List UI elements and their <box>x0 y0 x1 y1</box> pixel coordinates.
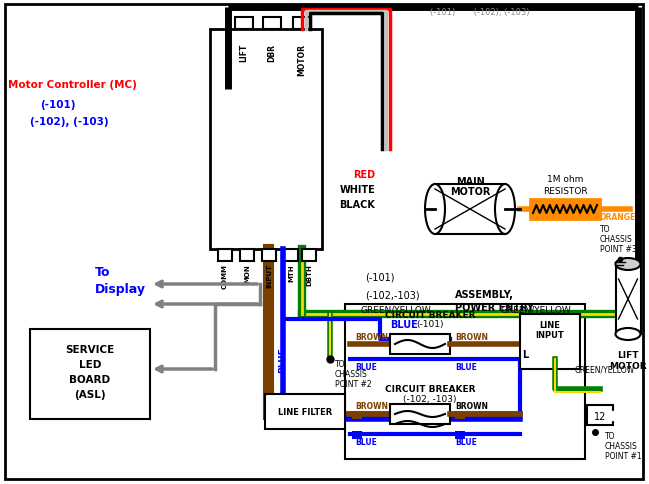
Text: GREEN/YELLOW: GREEN/YELLOW <box>500 305 570 314</box>
Bar <box>210 30 322 249</box>
Text: CIRCUIT BREAKER: CIRCUIT BREAKER <box>385 310 475 319</box>
Bar <box>293 18 311 30</box>
Text: BROWN: BROWN <box>355 402 388 410</box>
Text: LINE: LINE <box>539 320 561 329</box>
Bar <box>30 329 150 419</box>
Text: BOARD: BOARD <box>69 374 110 384</box>
Bar <box>530 199 600 220</box>
Ellipse shape <box>495 184 515 235</box>
Text: MTH: MTH <box>288 263 294 281</box>
Bar <box>390 404 450 424</box>
Text: (-101): (-101) <box>40 100 75 110</box>
Text: (-101)       (-102), (-103): (-101) (-102), (-103) <box>430 7 530 16</box>
Bar <box>455 411 465 419</box>
Bar <box>235 18 253 30</box>
Bar <box>352 431 362 439</box>
Text: LIFT: LIFT <box>617 350 639 359</box>
FancyBboxPatch shape <box>587 405 613 425</box>
Text: MOTOR: MOTOR <box>450 187 490 197</box>
Bar <box>615 264 641 334</box>
Bar <box>262 249 276 261</box>
Text: ORANGE: ORANGE <box>600 213 636 222</box>
Bar <box>435 184 505 235</box>
Text: LED: LED <box>79 359 101 369</box>
Text: RESISTOR: RESISTOR <box>543 187 587 196</box>
Text: LIFT: LIFT <box>239 44 249 62</box>
Text: INPUT: INPUT <box>266 263 272 287</box>
Text: WHITE: WHITE <box>339 184 375 195</box>
Text: TO: TO <box>600 225 611 234</box>
Text: CHASSIS: CHASSIS <box>605 441 638 451</box>
Text: POINT #3: POINT #3 <box>600 245 637 254</box>
FancyArrow shape <box>612 412 624 421</box>
Text: COMM: COMM <box>222 263 228 288</box>
Text: DBTH: DBTH <box>306 263 312 285</box>
Bar <box>352 411 362 419</box>
Bar <box>455 431 465 439</box>
Ellipse shape <box>425 184 445 235</box>
Text: ASSEMBLY,: ASSEMBLY, <box>455 289 514 300</box>
Ellipse shape <box>615 328 641 340</box>
Text: L: L <box>522 349 528 359</box>
Text: (-101): (-101) <box>416 320 444 329</box>
Text: 12: 12 <box>594 411 606 421</box>
Text: GREEN/YELLOW: GREEN/YELLOW <box>575 365 635 374</box>
Bar <box>240 249 254 261</box>
Bar <box>390 334 450 354</box>
Text: BLUE: BLUE <box>355 363 377 372</box>
Text: RED: RED <box>353 170 375 180</box>
Text: POINT #1: POINT #1 <box>605 452 642 461</box>
Text: TO: TO <box>335 360 345 369</box>
Text: INPUT: INPUT <box>535 330 565 339</box>
Text: (ASL): (ASL) <box>74 389 106 399</box>
Ellipse shape <box>615 258 641 271</box>
Text: (-102), (-103): (-102), (-103) <box>30 117 108 127</box>
Text: BLUE: BLUE <box>390 319 418 329</box>
Bar <box>520 314 580 369</box>
Text: BLUE: BLUE <box>355 438 377 447</box>
Text: MOTOR: MOTOR <box>297 44 306 76</box>
Text: (-102, -103): (-102, -103) <box>403 394 457 404</box>
Text: BLUE: BLUE <box>455 363 477 372</box>
Text: BLUE: BLUE <box>278 347 288 372</box>
Text: CIRCUIT BREAKER: CIRCUIT BREAKER <box>385 385 475 393</box>
Text: BROWN: BROWN <box>455 332 488 341</box>
Text: (-101): (-101) <box>365 272 395 283</box>
Text: GREEN/YELLOW: GREEN/YELLOW <box>360 305 431 314</box>
Text: BLACK: BLACK <box>339 199 375 210</box>
Bar <box>284 249 298 261</box>
Text: MON: MON <box>244 263 250 282</box>
Bar <box>218 249 232 261</box>
Bar <box>302 249 316 261</box>
Text: TO: TO <box>605 432 615 440</box>
Text: LINE FILTER: LINE FILTER <box>278 407 332 416</box>
Text: BROWN: BROWN <box>263 340 273 378</box>
Bar <box>263 18 281 30</box>
Text: SERVICE: SERVICE <box>66 344 115 354</box>
Bar <box>265 394 345 429</box>
Text: POWER ENTRY: POWER ENTRY <box>455 302 534 312</box>
Text: POINT #2: POINT #2 <box>335 380 372 389</box>
Text: (-102,-103): (-102,-103) <box>365 289 420 300</box>
Text: BLUE: BLUE <box>455 438 477 447</box>
Text: To: To <box>95 265 110 278</box>
Text: MAIN: MAIN <box>456 177 484 187</box>
Text: BROWN: BROWN <box>455 402 488 410</box>
Text: Display: Display <box>95 283 146 296</box>
Text: Motor Controller (MC): Motor Controller (MC) <box>8 80 137 90</box>
Text: CHASSIS: CHASSIS <box>335 370 368 378</box>
Text: CHASSIS: CHASSIS <box>600 235 633 244</box>
Text: BROWN: BROWN <box>355 332 388 341</box>
Text: MOTOR: MOTOR <box>609 362 647 371</box>
Bar <box>345 304 585 459</box>
Text: DBR: DBR <box>267 44 276 62</box>
Text: 1M ohm: 1M ohm <box>547 175 583 184</box>
